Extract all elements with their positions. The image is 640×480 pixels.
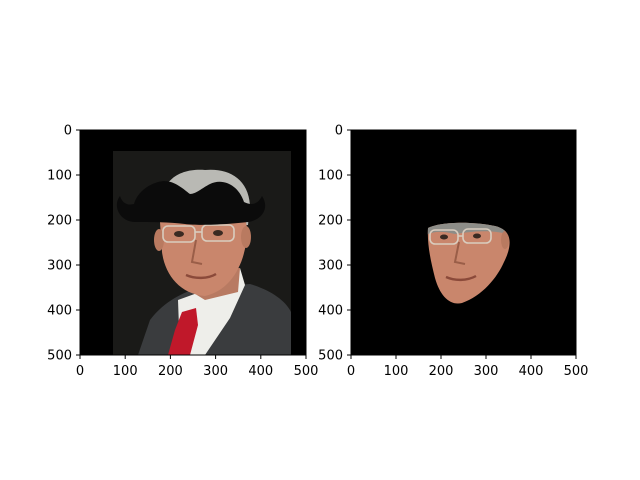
x-tick-label: 500 [564,364,589,379]
x-tick-label: 100 [384,364,409,379]
y-tick-label: 200 [318,214,343,229]
y-tick-label: 400 [47,304,72,319]
y-tick-label: 0 [335,124,343,139]
right-ticks: 0 100 200 300 400 500 0 100 200 300 400 500 [318,124,588,380]
x-tick-label: 0 [347,364,355,379]
x-tick-label: 0 [76,364,84,379]
y-tick-label: 300 [47,259,72,274]
left-panel: 0 100 200 300 400 500 0 100 200 300 400 500 [47,124,318,380]
x-tick-label: 400 [248,364,273,379]
x-tick-label: 100 [113,364,138,379]
y-tick-label: 100 [318,169,343,184]
x-tick-label: 400 [519,364,544,379]
mustache-graphic [116,181,266,225]
y-tick-label: 0 [64,124,72,139]
x-tick-label: 200 [158,364,183,379]
y-tick-label: 500 [318,349,343,364]
x-tick-label: 300 [203,364,228,379]
y-tick-label: 300 [318,259,343,274]
x-tick-label: 500 [294,364,319,379]
left-ticks: 0 100 200 300 400 500 0 100 200 300 400 500 [47,124,318,380]
y-tick-label: 200 [47,214,72,229]
x-tick-label: 200 [429,364,454,379]
tie [168,308,198,355]
right-image [351,130,576,355]
y-tick-label: 500 [47,349,72,364]
face [160,205,248,296]
glasses [162,224,235,243]
right-axes-frame [350,129,577,356]
right-panel: 0 100 200 300 400 500 0 100 200 300 400 500 [318,124,588,380]
left-image [80,130,306,355]
y-tick-label: 100 [47,169,72,184]
x-tick-label: 300 [474,364,499,379]
y-tick-label: 400 [318,304,343,319]
left-axes-frame [79,129,307,356]
